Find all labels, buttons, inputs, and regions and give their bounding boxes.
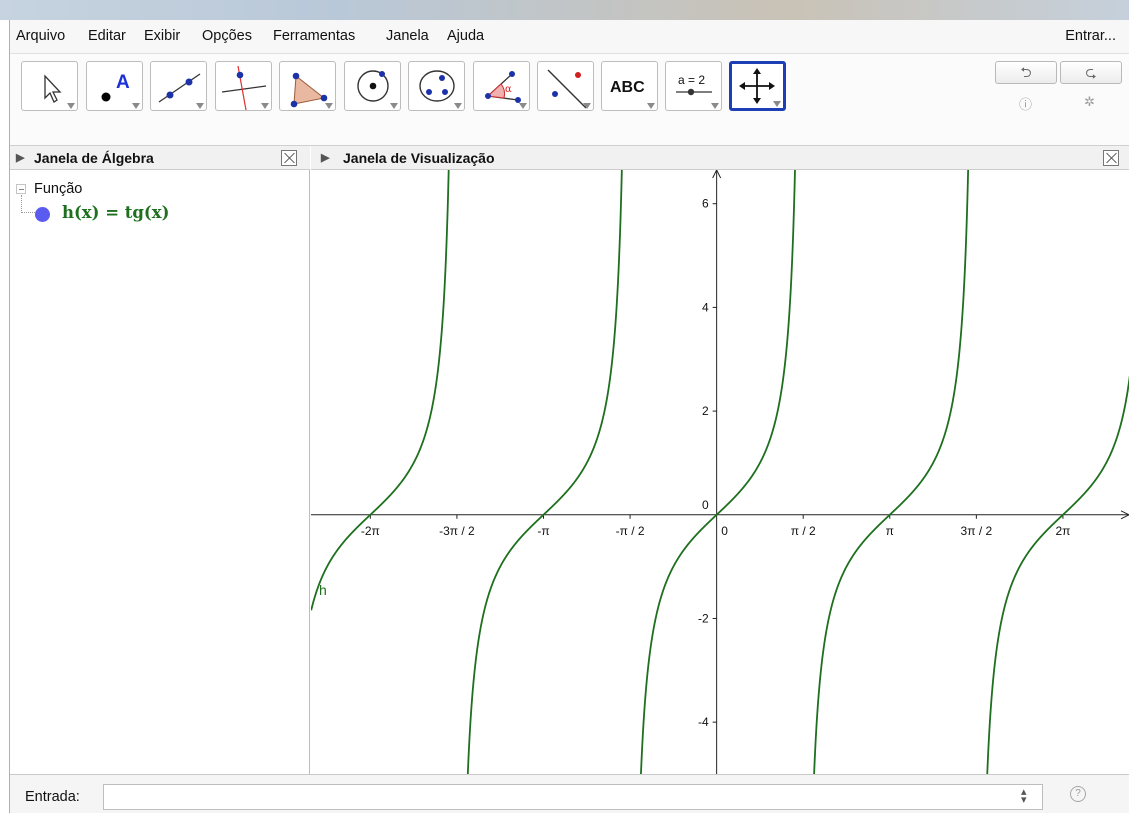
x-tick-label: -2π — [361, 524, 380, 538]
svg-text:A: A — [116, 72, 130, 93]
move-graphics-tool-button[interactable] — [729, 61, 786, 111]
collapse-toggle[interactable] — [16, 184, 26, 194]
slider-tool-button[interactable]: a = 2 — [665, 61, 722, 111]
algebra-panel-header: ▶ Janela de Álgebra — [10, 146, 310, 170]
perpendicular-tool-button[interactable] — [215, 61, 272, 111]
menu-exibir[interactable]: Exibir — [144, 28, 181, 44]
category-label: Função — [34, 181, 83, 197]
tangent-branch — [466, 170, 623, 774]
close-icon[interactable] — [281, 150, 297, 166]
line-tool-button[interactable] — [150, 61, 207, 111]
text-icon: ABC — [610, 79, 645, 96]
graphics-panel: ▶ Janela de Visualização -2π -3π / 2 -π -π … — [311, 146, 1129, 774]
plot-canvas[interactable]: -2π -3π / 2 -π -π / 2 0 π / 2 π 3π / 2 2π -4 -2 0 2 4… — [311, 170, 1129, 774]
line-icon — [158, 73, 201, 103]
svg-text:a = 2: a = 2 — [678, 73, 705, 87]
perpendicular-line-icon — [221, 65, 267, 111]
toolbar: A — [10, 54, 1129, 146]
reflect-tool-button[interactable] — [537, 61, 594, 111]
menu-janela[interactable]: Janela — [386, 28, 429, 44]
svg-text:ABC: ABC — [610, 79, 645, 96]
menubar: Arquivo Editar Exibir Opções Ferramentas… — [10, 20, 1129, 54]
window-titlebar — [0, 0, 1129, 20]
y-tick-label: 4 — [702, 300, 709, 314]
x-tick-label: 3π / 2 — [961, 524, 993, 538]
slider-icon: a = 2 — [676, 73, 712, 96]
conic-tool-button[interactable] — [408, 61, 465, 111]
x-tick-label: π / 2 — [791, 524, 816, 538]
algebra-panel: ▶ Janela de Álgebra Função h(x) = tg(x) — [10, 146, 310, 774]
x-tick-label: 2π — [1055, 524, 1070, 538]
angle-icon: α — [485, 71, 521, 103]
menu-ferramentas[interactable]: Ferramentas — [273, 28, 356, 44]
x-tick-label: π — [886, 524, 894, 538]
panel-expand-icon[interactable]: ▶ — [321, 152, 330, 164]
y-tick-label: 0 — [702, 498, 709, 512]
y-tick-label: 2 — [702, 404, 709, 418]
menu-editar[interactable]: Editar — [88, 28, 126, 44]
x-tick-label: -π / 2 — [616, 524, 645, 538]
history-arrows-icon[interactable]: ▴ ▾ — [1021, 786, 1027, 806]
text-tool-button[interactable]: ABC — [601, 61, 658, 111]
move-tool-button[interactable] — [21, 61, 78, 111]
sign-in-link[interactable]: Entrar... — [1065, 28, 1116, 44]
y-tick-label: -2 — [698, 611, 709, 625]
redo-button[interactable]: ⮎ — [1060, 61, 1122, 84]
geogebra-app: Arquivo Editar Exibir Opções Ferramentas… — [9, 20, 1129, 813]
tangent-branch — [640, 170, 796, 774]
help-icon[interactable]: ? — [1070, 786, 1086, 802]
tangent-branch — [986, 375, 1129, 774]
close-icon[interactable] — [1103, 150, 1119, 166]
x-tick-label: 0 — [721, 524, 728, 538]
gear-icon[interactable]: ✲ — [1084, 94, 1095, 109]
move-arrows-icon — [739, 68, 775, 104]
tangent-branch — [813, 170, 970, 774]
graphics-panel-title: Janela de Visualização — [343, 150, 495, 166]
undo-icon: ⮌ — [1020, 64, 1032, 80]
tangent-branch — [311, 170, 450, 611]
circle-tool-button[interactable] — [344, 61, 401, 111]
cursor-arrow-icon — [44, 74, 62, 103]
conic-icon — [419, 70, 455, 102]
menu-arquivo[interactable]: Arquivo — [16, 28, 66, 44]
tree-connector — [21, 195, 35, 213]
input-field[interactable] — [103, 784, 1043, 810]
polygon-tool-button[interactable] — [279, 61, 336, 111]
polygon-icon — [290, 72, 328, 108]
reflect-line-icon — [547, 69, 587, 109]
svg-text:α: α — [505, 84, 512, 95]
menu-opcoes[interactable]: Opções — [202, 28, 252, 44]
circle-center-icon — [357, 70, 389, 102]
point-icon: A — [101, 72, 130, 102]
x-tick-label: -π — [537, 524, 549, 538]
input-bar: Entrada: ▴ ▾ ? — [10, 774, 1129, 813]
graphics-panel-header: ▶ Janela de Visualização — [311, 146, 1129, 170]
menu-ajuda[interactable]: Ajuda — [447, 28, 485, 44]
object-visibility-toggle[interactable] — [35, 207, 50, 222]
y-tick-label: 6 — [702, 197, 709, 211]
y-tick-label: -4 — [698, 715, 709, 729]
x-axis-arrow — [1120, 510, 1129, 520]
redo-icon: ⮎ — [1085, 64, 1097, 80]
function-definition[interactable]: h(x) = tg(x) — [62, 203, 170, 222]
panel-expand-icon[interactable]: ▶ — [16, 152, 25, 164]
point-tool-button[interactable]: A — [86, 61, 143, 111]
angle-tool-button[interactable]: α — [473, 61, 530, 111]
function-label: h — [319, 582, 327, 598]
input-label: Entrada: — [25, 789, 80, 805]
undo-button[interactable]: ⮌ — [995, 61, 1057, 84]
algebra-panel-title: Janela de Álgebra — [34, 150, 154, 166]
help-icon[interactable]: ⓘ — [1019, 97, 1033, 112]
x-tick-label: -3π / 2 — [439, 524, 475, 538]
y-axis-arrow — [712, 170, 722, 179]
